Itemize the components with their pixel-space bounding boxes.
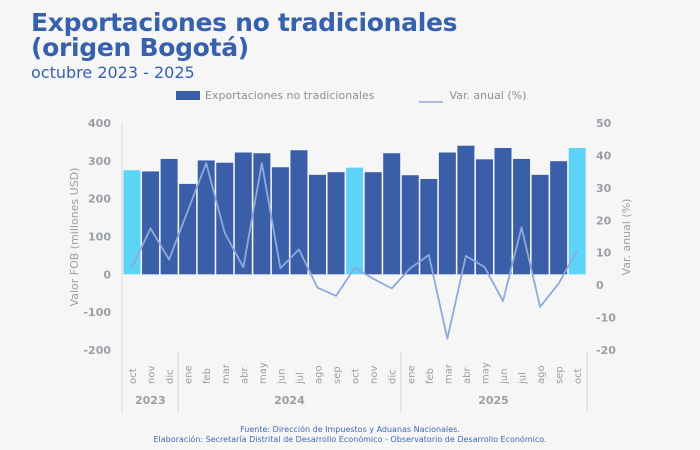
x-tick-label: jun: [276, 369, 287, 385]
bar: [216, 162, 234, 275]
y-tick-label: 100: [88, 231, 111, 244]
x-tick-label: sep: [332, 366, 343, 384]
x-tick-label: ago: [314, 365, 325, 384]
title-line-2: (origen Bogotá): [31, 33, 249, 62]
year-labels: 2023 2024 2025: [135, 352, 588, 412]
bar: [253, 153, 271, 275]
x-tick-label: sep: [555, 366, 566, 384]
source-note: Fuente: Dirección de Impuestos y Aduanas…: [240, 425, 460, 434]
x-tick-label: ene: [184, 365, 195, 384]
y-tick-label: 400: [88, 117, 111, 130]
x-tick-label: mar: [443, 363, 454, 384]
legend-bar-swatch: [176, 91, 200, 100]
bar: [290, 150, 308, 275]
x-tick-label: feb: [202, 368, 213, 384]
x-tick-label: dic: [165, 369, 176, 384]
bar: [550, 161, 568, 275]
y-tick-label: 300: [88, 155, 111, 168]
year-label: 2024: [274, 394, 305, 407]
y-axis-left: 400 300 200 100 0 -100 -200: [83, 117, 111, 357]
x-tick-label: oct: [128, 368, 139, 384]
legend-bar-label: Exportaciones no tradicionales: [205, 89, 375, 102]
x-axis: oct nov dic ene feb mar abr may jun jul ago sep oct n…: [128, 362, 584, 385]
bar: [420, 178, 438, 275]
title-line-1: Exportaciones no tradicionales: [31, 8, 458, 37]
bar: [197, 160, 215, 275]
bar: [309, 174, 326, 275]
legend-line-swatch: [419, 100, 444, 103]
bar: [568, 147, 586, 275]
y2-tick-label: 40: [596, 149, 612, 162]
bar: [475, 159, 493, 275]
y2-tick-label: 30: [596, 182, 612, 195]
elaboration-note: Elaboración: Secretaría Distrital de Des…: [153, 435, 547, 444]
y2-tick-label: -10: [596, 312, 616, 325]
line-points: [131, 163, 578, 339]
y-tick-label: -100: [83, 306, 111, 319]
x-tick-label: ago: [536, 365, 547, 384]
year-label: 2025: [478, 394, 509, 407]
y-tick-label: 0: [103, 268, 111, 281]
x-tick-label: abr: [239, 367, 250, 384]
y2-tick-label: -20: [596, 344, 616, 357]
y-axis-right: 50 40 30 20 10 0 -10 -20: [596, 117, 616, 357]
x-tick-label: may: [480, 362, 491, 384]
x-tick-label: abr: [462, 367, 473, 384]
bar: [160, 158, 178, 275]
legend: Exportaciones no tradicionales Var. anua…: [176, 89, 527, 103]
x-tick-label: ene: [406, 365, 417, 384]
bar: [438, 152, 456, 275]
y-tick-label: 200: [88, 193, 111, 206]
x-tick-label: nov: [369, 366, 380, 384]
bar: [346, 167, 364, 275]
bar: [513, 158, 531, 275]
bars: [123, 145, 586, 275]
bar: [271, 167, 289, 275]
y2-tick-label: 10: [596, 247, 612, 260]
y-axis-left-label: Valor FOB (millones USD): [68, 168, 81, 307]
bar: [364, 172, 382, 275]
x-tick-label: jun: [499, 369, 510, 385]
bar: [457, 145, 475, 275]
x-tick-label: nov: [147, 366, 158, 384]
bar: [401, 175, 419, 275]
y2-tick-label: 0: [596, 279, 604, 292]
y-axis-right-label: Var. anual (%): [620, 199, 633, 276]
y2-tick-label: 20: [596, 214, 612, 227]
x-tick-label: dic: [388, 369, 399, 384]
x-tick-label: oct: [573, 368, 584, 384]
y2-tick-label: 50: [596, 117, 612, 130]
bar: [494, 147, 512, 275]
chart-subtitle: octubre 2023 - 2025: [31, 63, 195, 82]
bar: [531, 174, 549, 275]
x-tick-label: mar: [221, 363, 232, 384]
chart-title: Exportaciones no tradicionales (origen B…: [31, 8, 458, 62]
bar: [179, 183, 197, 275]
y-tick-label: -200: [83, 344, 111, 357]
x-tick-label: feb: [425, 368, 436, 384]
year-label: 2023: [135, 394, 166, 407]
x-tick-label: oct: [351, 368, 362, 384]
bar: [123, 170, 141, 275]
bar: [327, 172, 345, 275]
bar: [142, 171, 160, 275]
footer: Fuente: Dirección de Impuestos y Aduanas…: [0, 425, 700, 445]
x-tick-label: may: [258, 362, 269, 384]
bar: [383, 153, 401, 275]
legend-line-label: Var. anual (%): [449, 89, 527, 102]
x-tick-label: jul: [295, 372, 306, 385]
x-tick-label: jul: [518, 372, 529, 385]
